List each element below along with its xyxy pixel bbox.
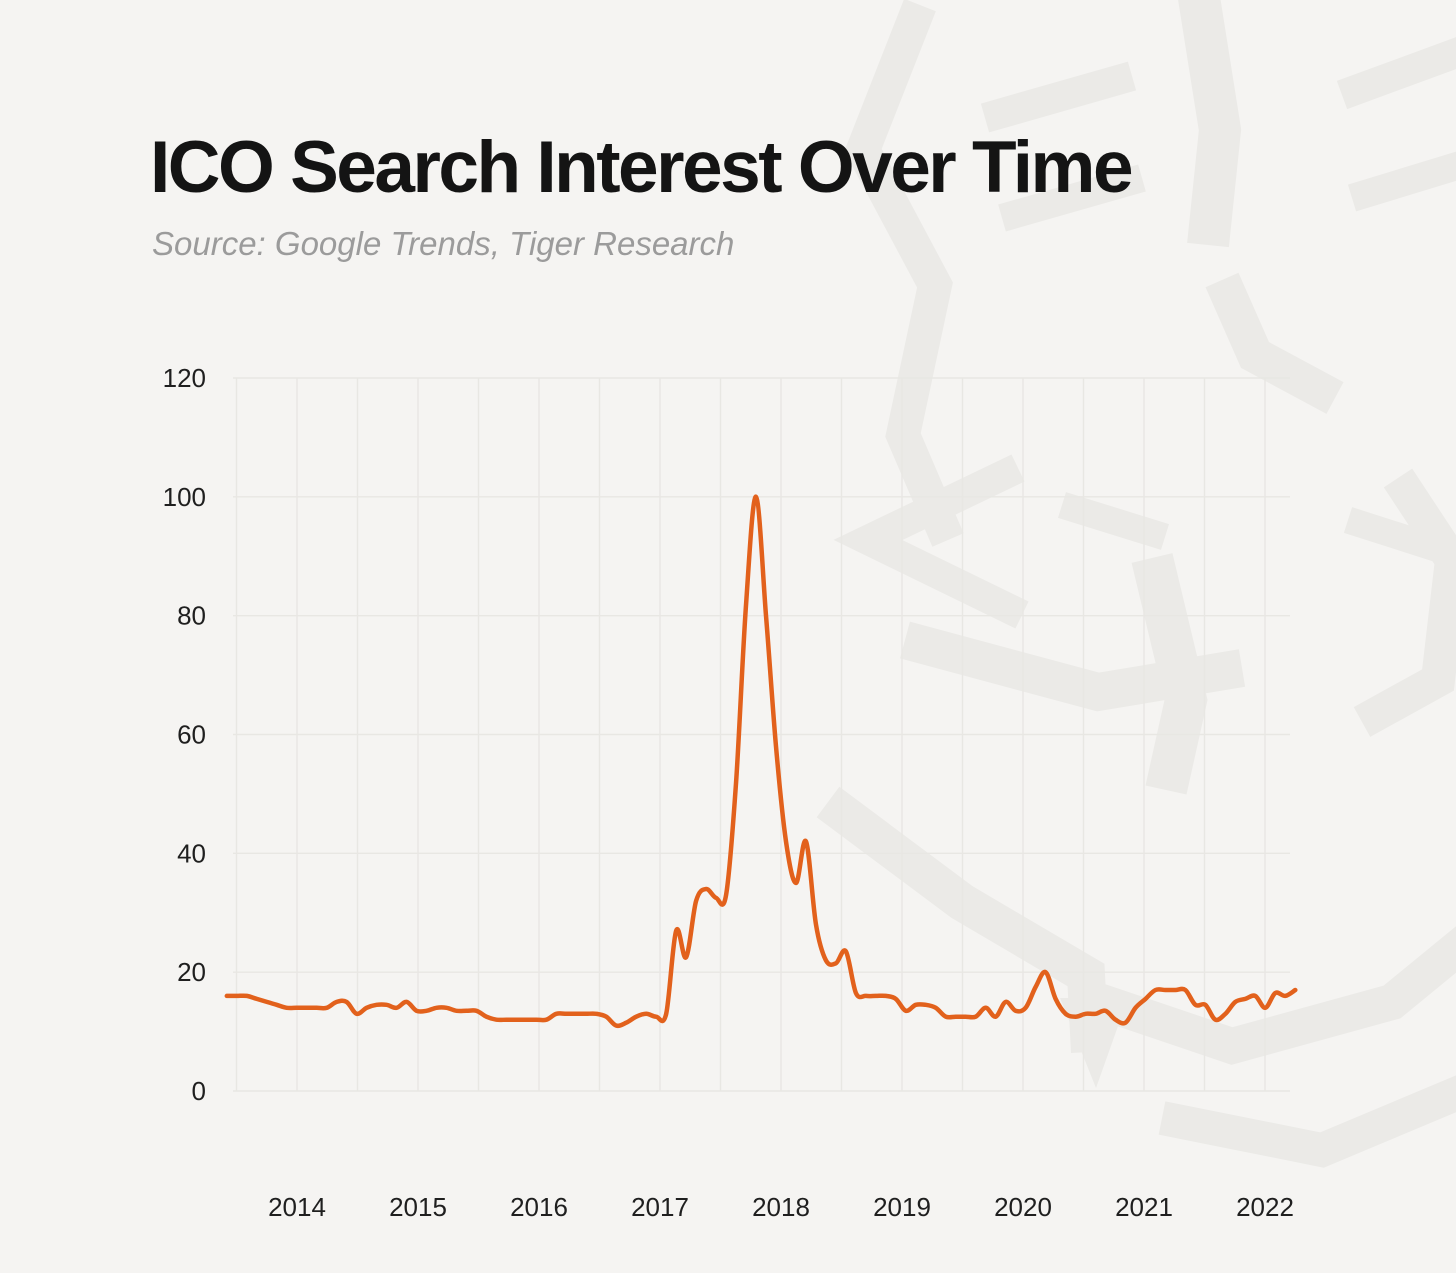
x-tick-label-2014: 2014 [268,1192,326,1222]
tiger-brow-bar-left-2 [998,164,1146,232]
y-tick-label-80: 80 [177,601,206,631]
tiger-nose-bridge [1131,553,1208,795]
tiger-forehead-stripe [1178,0,1242,248]
tiger-left-outline [844,0,964,547]
tiger-brow-bar-right-1 [1336,37,1456,110]
x-tick-label-2022: 2022 [1236,1192,1294,1222]
chart-gridlines [233,377,1290,1092]
y-tick-label-120: 120 [163,363,206,393]
tiger-forehead-stripe-2 [1205,272,1344,414]
tiger-chin [1158,1075,1456,1168]
y-tick-label-0: 0 [192,1076,206,1106]
tiger-mouth [1090,926,1456,1065]
series-line-ico [224,494,1298,1029]
x-tick-label-2017: 2017 [631,1192,689,1222]
x-tick-label-2020: 2020 [994,1192,1052,1222]
tiger-brow-bar-left-1 [980,61,1137,133]
x-tick-label-2016: 2016 [510,1192,568,1222]
y-axis-labels: 0 20 40 60 80 100 120 [163,363,206,1106]
tiger-whisker-left-1 [833,454,1029,629]
y-tick-label-20: 20 [177,957,206,987]
x-tick-label-2015: 2015 [389,1192,447,1222]
page-title: ICO Search Interest Over Time [150,127,1134,208]
chart-header: ICO Search Interest Over Time Source: Go… [150,127,1134,263]
x-axis-labels: 2014 2015 2016 2017 2018 2019 2020 2021 2022 [268,1192,1294,1222]
tiger-muzzle-band [900,621,1246,712]
x-tick-label-2019: 2019 [873,1192,931,1222]
y-tick-label-100: 100 [163,482,206,512]
tiger-brow-bar-right-2 [1347,151,1456,212]
page-subtitle: Source: Google Trends, Tiger Research [152,224,735,262]
tiger-right-cheek-ring [1353,468,1456,737]
tiger-fang [1060,998,1128,1088]
y-tick-label-40: 40 [177,838,206,868]
tiger-left-eye [1057,492,1170,550]
x-tick-label-2018: 2018 [752,1192,810,1222]
y-tick-label-60: 60 [177,720,206,750]
x-tick-label-2021: 2021 [1115,1192,1173,1222]
